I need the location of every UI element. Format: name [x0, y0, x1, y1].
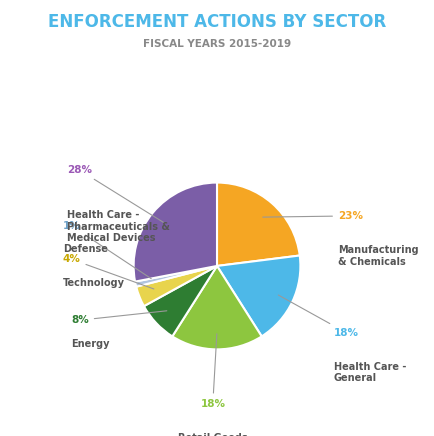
Text: Technology: Technology — [62, 278, 125, 288]
Text: Manufacturing
& Chemicals: Manufacturing & Chemicals — [338, 245, 418, 267]
Text: 1%: 1% — [62, 221, 151, 279]
Wedge shape — [136, 266, 217, 306]
Text: Health Care -
Pharmaceuticals &
Medical Devices: Health Care - Pharmaceuticals & Medical … — [67, 210, 170, 243]
Text: Defense: Defense — [62, 244, 108, 254]
Text: 8%: 8% — [71, 311, 167, 325]
Wedge shape — [134, 183, 217, 282]
Text: ENFORCEMENT ACTIONS BY SECTOR: ENFORCEMENT ACTIONS BY SECTOR — [48, 13, 386, 31]
Text: 18%: 18% — [201, 334, 225, 409]
Text: 28%: 28% — [67, 165, 164, 223]
Text: 4%: 4% — [62, 254, 154, 289]
Wedge shape — [217, 255, 300, 337]
Wedge shape — [144, 266, 217, 337]
Text: FISCAL YEARS 2015-2019: FISCAL YEARS 2015-2019 — [143, 39, 291, 49]
Wedge shape — [217, 183, 300, 266]
Text: Retail Goods
& Services: Retail Goods & Services — [178, 433, 248, 436]
Text: Energy: Energy — [71, 338, 109, 348]
Text: Health Care -
General: Health Care - General — [334, 362, 406, 384]
Text: 23%: 23% — [263, 211, 363, 221]
Wedge shape — [172, 266, 262, 349]
Text: 18%: 18% — [278, 295, 359, 338]
Wedge shape — [135, 266, 217, 287]
